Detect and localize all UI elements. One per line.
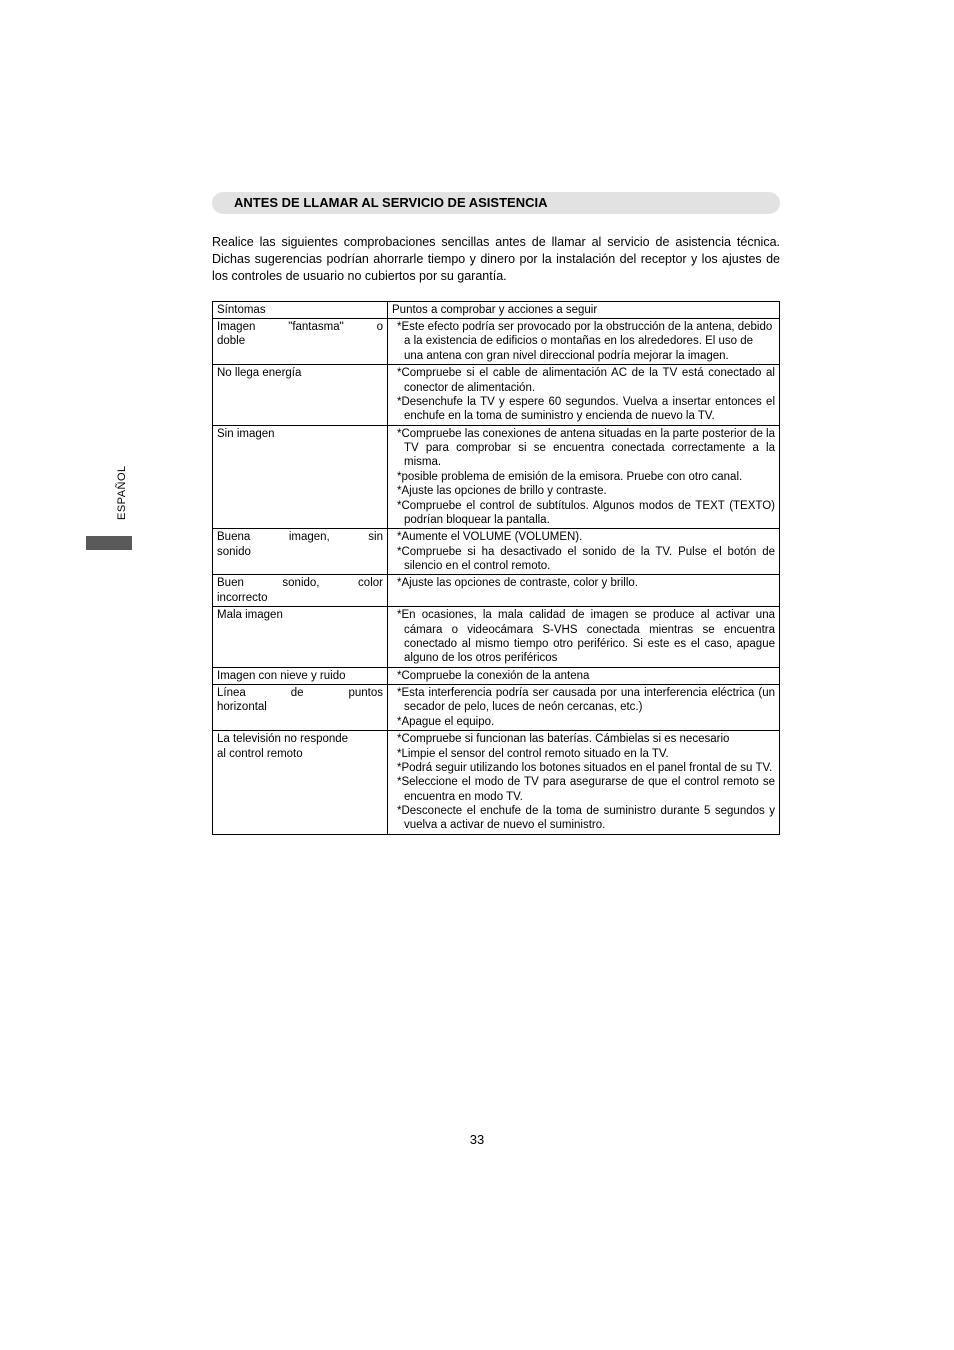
action-text: *Compruebe si el cable de alimentación A… [392,366,775,395]
action-text: *Apague el equipo. [392,715,775,729]
action-text: *Compruebe las conexiones de antena situ… [392,427,775,470]
heading-text: ANTES DE LLAMAR AL SERVICIO DE ASISTENCI… [212,192,780,210]
table-row: Imagen "fantasma" o doble *Este efecto p… [213,319,780,365]
action-text: *En ocasiones, la mala calidad de imagen… [392,608,775,666]
table-header-row: Síntomas Puntos a comprobar y acciones a… [213,301,780,318]
action-cell: *Aumente el VOLUME (VOLUMEN). *Compruebe… [388,529,780,575]
action-cell: *Compruebe si el cable de alimentación A… [388,365,780,426]
symptom-cell: La televisión no responde al control rem… [213,731,388,835]
symptom-text: "fantasma" [288,320,343,334]
action-cell: *Ajuste las opciones de contraste, color… [388,575,780,607]
table-row: Buena imagen, sin sonido *Aumente el VOL… [213,529,780,575]
action-text: *Podrá seguir utilizando los botones sit… [392,761,775,775]
action-cell: *Este efecto podría ser provocado por la… [388,319,780,365]
action-cell: *Compruebe la conexión de la antena [388,667,780,684]
action-cell: *En ocasiones, la mala calidad de imagen… [388,607,780,668]
language-side-bar [86,536,132,550]
symptom-text: puntos [348,686,383,700]
action-text: *Desenchufe la TV y espere 60 segundos. … [392,395,775,424]
header-actions: Puntos a comprobar y acciones a seguir [388,301,780,318]
action-text: *Seleccione el modo de TV para asegurars… [392,775,775,804]
action-text: *Limpie el sensor del control remoto sit… [392,747,775,761]
intro-paragraph: Realice las siguientes comprobaciones se… [212,234,780,285]
page-content: ANTES DE LLAMAR AL SERVICIO DE ASISTENCI… [212,192,780,835]
action-text: *posible problema de emisión de la emiso… [392,470,775,484]
symptom-text: Buena [217,530,250,544]
symptom-text: sin [368,530,383,544]
symptom-text: o [377,320,383,334]
symptom-text: Línea [217,686,246,700]
symptom-text: sonido, [282,576,319,590]
symptom-cell: Buena imagen, sin sonido [213,529,388,575]
symptom-cell: Buen sonido, color incorrecto [213,575,388,607]
action-cell: *Compruebe si funcionan las baterías. Cá… [388,731,780,835]
symptom-text: al control remoto [217,747,383,761]
symptom-text: incorrecto [217,591,383,605]
symptom-text: color [358,576,383,590]
table-row: Línea de puntos horizontal *Esta interfe… [213,685,780,731]
action-text: *Ajuste las opciones de brillo y contras… [392,484,775,498]
action-text: *Compruebe la conexión de la antena [392,669,775,683]
action-text: *Esta interferencia podría ser causada p… [392,686,775,715]
symptom-text: La televisión no responde [217,732,383,746]
table-row: No llega energía *Compruebe si el cable … [213,365,780,426]
action-text: *Compruebe si ha desactivado el sonido d… [392,545,775,574]
symptom-cell: No llega energía [213,365,388,426]
table-row: Mala imagen *En ocasiones, la mala calid… [213,607,780,668]
symptom-cell: Línea de puntos horizontal [213,685,388,731]
troubleshooting-table: Síntomas Puntos a comprobar y acciones a… [212,301,780,835]
symptom-cell: Sin imagen [213,425,388,529]
symptom-text: doble [217,334,383,348]
section-heading: ANTES DE LLAMAR AL SERVICIO DE ASISTENCI… [212,192,780,220]
header-symptoms: Síntomas [213,301,388,318]
action-text: *Ajuste las opciones de contraste, color… [392,576,775,590]
symptom-text: horizontal [217,700,383,714]
action-cell: *Esta interferencia podría ser causada p… [388,685,780,731]
table-row: Imagen con nieve y ruido *Compruebe la c… [213,667,780,684]
action-text: *Compruebe el control de subtítulos. Alg… [392,499,775,528]
action-text: *Compruebe si funcionan las baterías. Cá… [392,732,775,746]
symptom-cell: Imagen con nieve y ruido [213,667,388,684]
table-row: La televisión no responde al control rem… [213,731,780,835]
symptom-text: sonido [217,545,383,559]
symptom-text: de [291,686,304,700]
symptom-text: imagen, [289,530,330,544]
table-row: Buen sonido, color incorrecto *Ajuste la… [213,575,780,607]
language-side-label: ESPAÑOL [116,465,128,520]
page-number: 33 [0,1132,954,1147]
action-text: *Aumente el VOLUME (VOLUMEN). [392,530,775,544]
action-text: *Desconecte el enchufe de la toma de sum… [392,804,775,833]
action-text: *Este efecto podría ser provocado por la… [392,320,775,363]
action-cell: *Compruebe las conexiones de antena situ… [388,425,780,529]
symptom-text: Imagen [217,320,255,334]
symptom-cell: Mala imagen [213,607,388,668]
table-row: Sin imagen *Compruebe las conexiones de … [213,425,780,529]
symptom-text: Buen [217,576,244,590]
symptom-cell: Imagen "fantasma" o doble [213,319,388,365]
